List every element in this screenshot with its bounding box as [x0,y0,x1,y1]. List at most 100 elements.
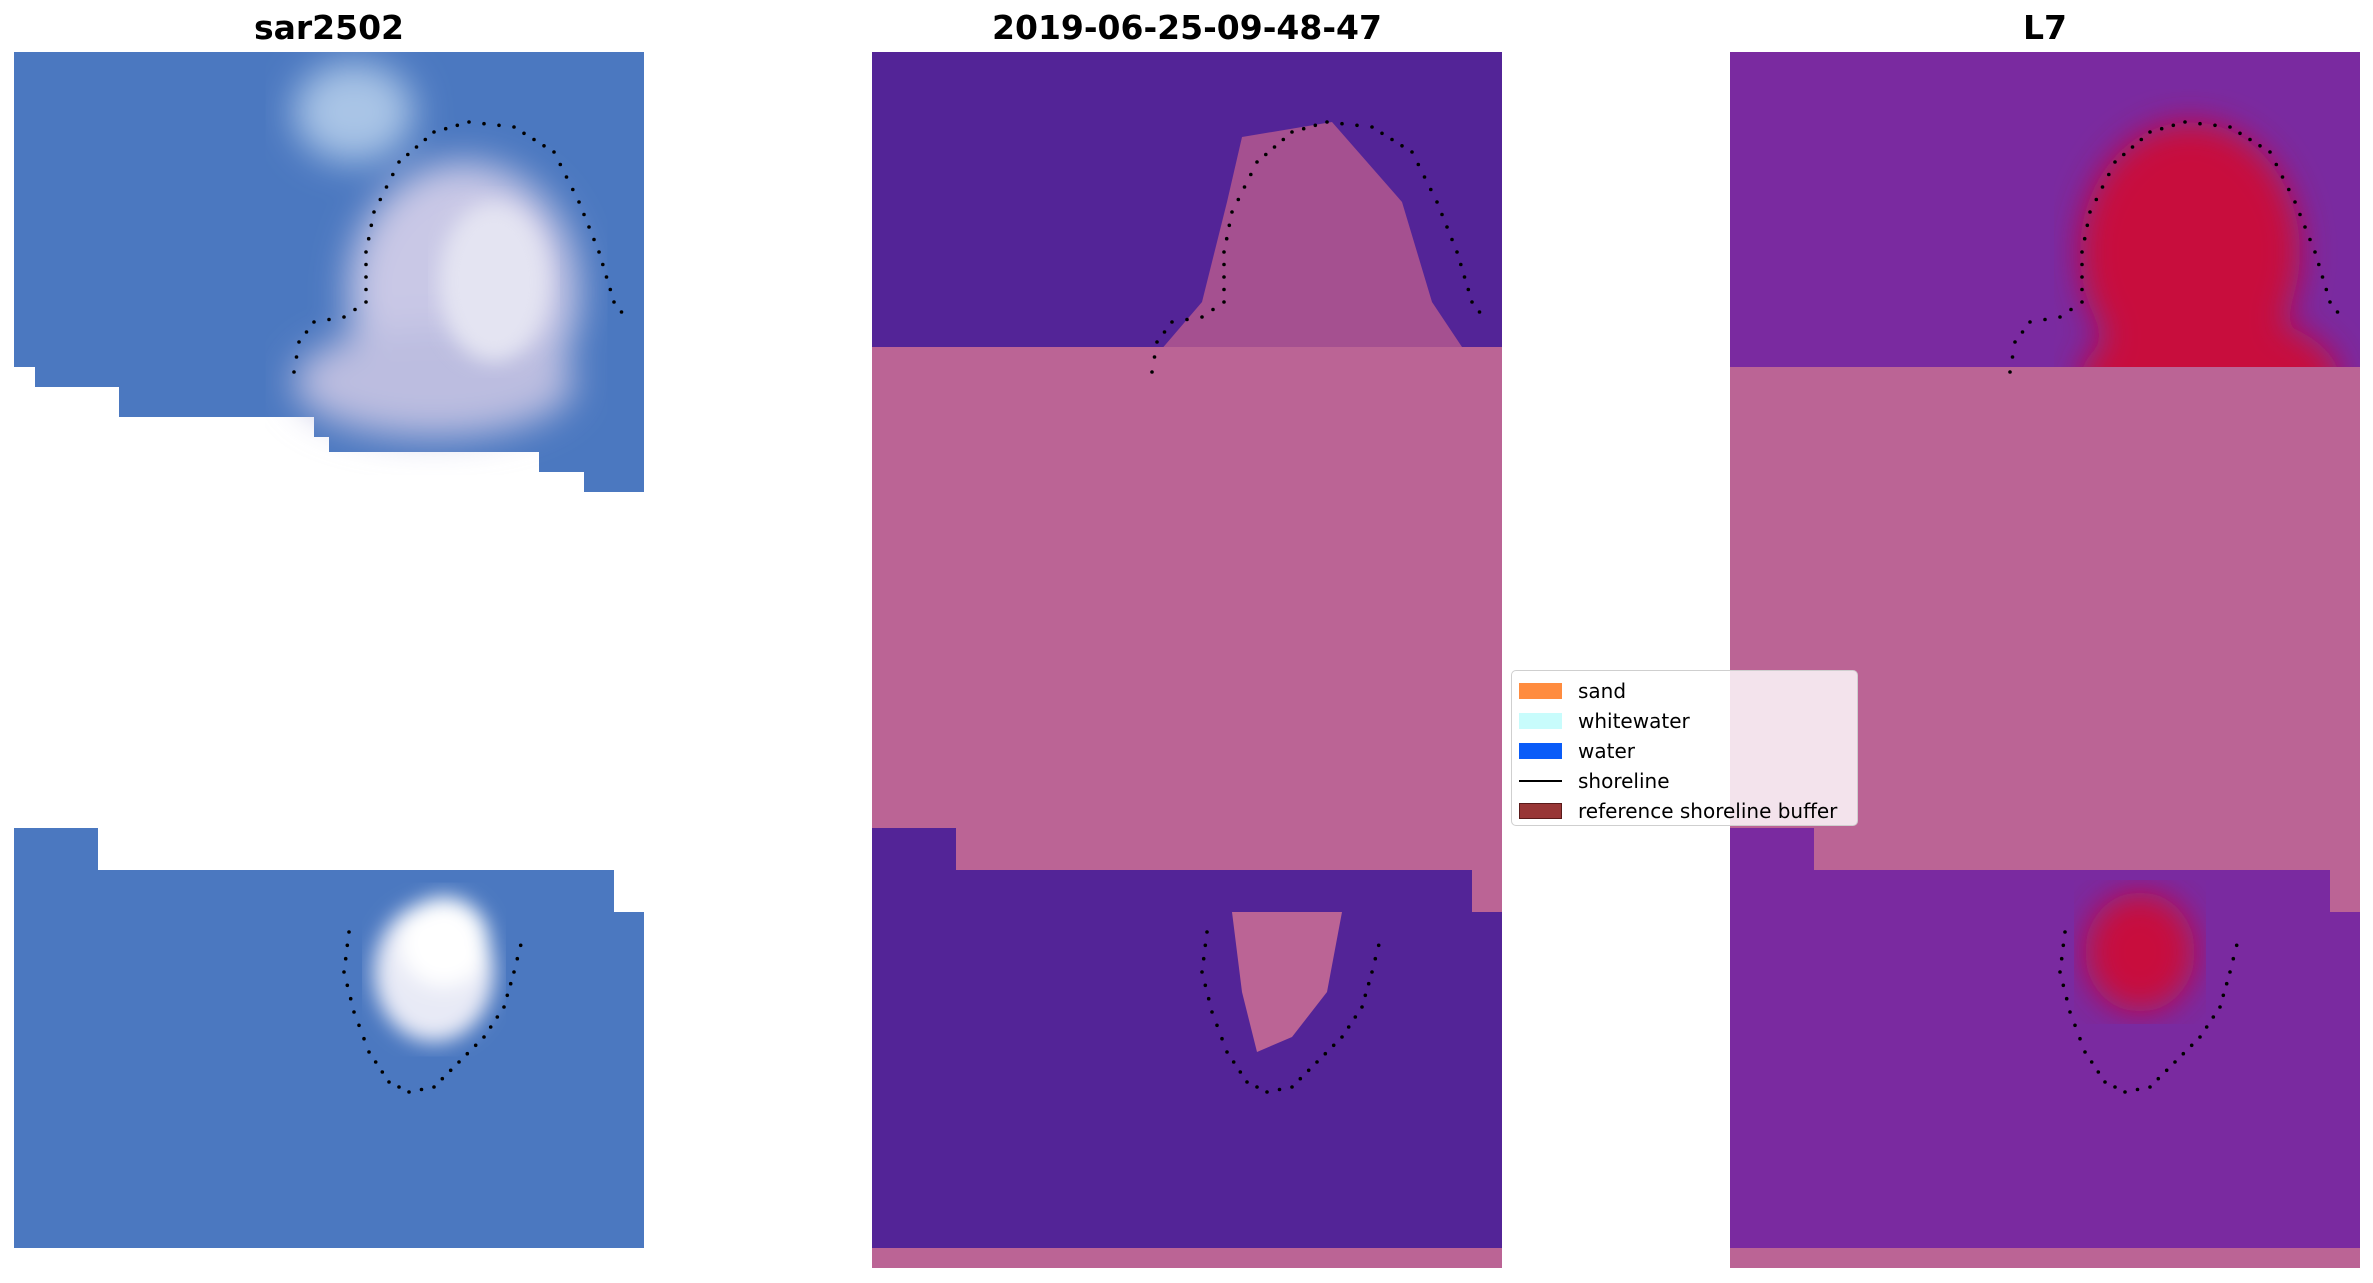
shoreline-point [2122,152,2126,157]
shoreline-point [353,307,357,312]
shoreline-point [1301,126,1306,131]
shoreline-point [2328,300,2332,304]
shoreline-point [2183,120,2187,124]
buffer-swatch [1519,803,1562,819]
shoreline-point [601,262,605,267]
shoreline-point [608,287,613,292]
shoreline-point [2080,262,2084,267]
shoreline-point [552,150,556,154]
shoreline-point [419,1087,424,1092]
shoreline-point [1162,330,1167,334]
shoreline-point [342,970,346,974]
buffer-bottom-edge [872,1248,1502,1268]
shoreline-point [2123,1090,2127,1094]
shoreline-point [357,1023,361,1028]
shoreline-point [497,123,501,128]
shoreline-point [2324,287,2329,292]
shoreline-point [2238,131,2242,136]
shoreline-point [1313,123,1318,128]
shoreline-point [1200,970,1204,974]
shoreline-point [495,1015,500,1019]
shoreline-point [1455,250,1459,254]
shoreline-point [604,275,609,279]
shoreline-point [1466,287,1471,292]
rgb-image [14,52,644,1248]
shoreline-point [1185,317,1189,322]
shoreline-point [1222,287,1226,292]
shoreline-point [294,355,299,359]
shoreline-point [1376,943,1381,948]
shoreline-point [2061,943,2066,948]
shoreline-point [542,144,546,148]
shoreline-point [2135,1087,2140,1092]
shoreline-point [2073,1023,2077,1028]
shoreline-point [2218,1005,2222,1009]
shoreline-point [1400,144,1404,148]
shoreline-point [1203,943,1208,948]
shoreline-point [2258,144,2262,148]
shoreline-point [1363,993,1368,998]
shoreline-point [1440,212,1444,217]
shoreline-point [2293,200,2297,204]
shoreline-point [1470,300,1474,304]
shoreline-point [1205,930,1209,934]
water-swatch [1519,743,1562,759]
shoreline-point [432,1085,436,1089]
shoreline-point [488,1025,493,1029]
shoreline-point [2234,943,2239,948]
shoreline-point [342,315,346,319]
shoreline-point [2221,993,2226,998]
shoreline-point [2010,355,2015,359]
shoreline-point [571,187,575,192]
shoreline-point [347,930,351,934]
shoreline-point [2069,307,2073,312]
panel-title-classified: 2019-06-25-09-48-47 [992,8,1382,47]
legend-label: whitewater [1578,709,1690,733]
shoreline-point [345,943,350,948]
index-panel [1730,52,2360,1268]
shoreline-point [582,212,586,217]
shoreline-point [1325,120,1329,124]
shoreline-point [1255,1085,1259,1089]
shoreline-point [2173,1060,2177,1064]
shoreline-point [2320,275,2325,279]
shoreline-point [1366,981,1371,986]
shoreline-point [2096,1070,2101,1074]
shoreline-point [2080,250,2084,254]
shoreline-point [327,317,331,322]
shoreline-point [345,983,350,988]
shoreline-point [343,956,348,961]
shoreline-point [522,131,526,136]
shoreline-point [619,310,624,314]
shoreline-point [2268,150,2272,154]
shoreline-point [364,262,368,267]
shoreline-point [2248,137,2252,142]
shoreline-point [577,200,581,204]
shoreline-point [406,152,410,157]
shoreline-point [2094,197,2099,202]
shoreline-point [2148,1085,2152,1089]
shoreline-point [378,197,383,202]
shoreline-point [2068,1010,2072,1014]
shoreline-point [1290,1085,1294,1089]
legend-label: water [1578,739,1635,763]
shoreline-point [2211,1015,2216,1019]
shoreline-point [1340,1035,1344,1039]
shoreline-point [587,225,591,229]
shoreline-point [380,1070,385,1074]
shoreline-point [304,330,309,334]
legend-item-shoreline: shoreline [1519,766,1670,796]
shoreline-point [473,1043,478,1048]
shoreline-point [1450,237,1454,242]
shoreline-point [1290,130,1294,134]
shoreline-point [292,370,296,374]
shoreline-point [2189,1043,2194,1048]
shoreline-point [2303,225,2307,229]
legend-item-buffer: reference shoreline buffer [1519,796,1837,826]
shoreline-point [2058,315,2062,319]
shoreline-point [1390,137,1394,142]
shoreline-point [465,1051,470,1056]
shoreline-point [2308,237,2312,242]
whitewater-swatch [1519,713,1562,729]
shoreline-point [1360,1005,1364,1009]
